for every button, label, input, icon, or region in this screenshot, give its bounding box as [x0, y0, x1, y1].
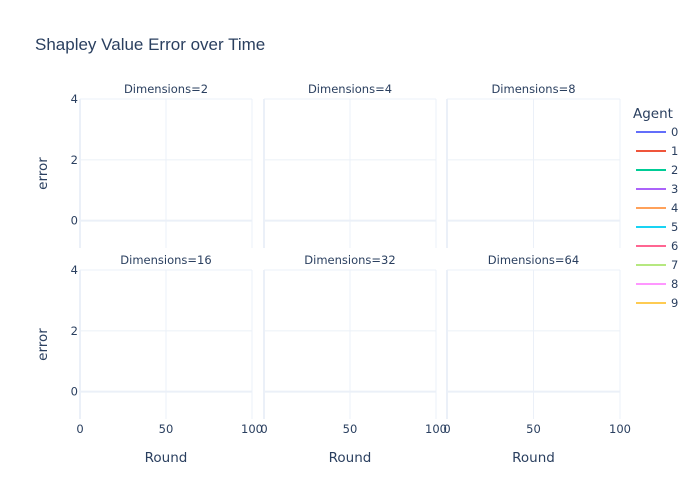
panel-4: Dimensions=32 0 50 100 Round: [260, 253, 447, 466]
y-tick-label: 0: [71, 214, 78, 228]
legend-label: 3: [671, 182, 678, 196]
legend-item-2[interactable]: 2: [636, 163, 678, 177]
legend-label: 5: [671, 220, 678, 234]
chart-title: Shapley Value Error over Time: [35, 35, 265, 54]
panel-title: Dimensions=4: [308, 82, 392, 96]
legend-label: 0: [671, 125, 678, 139]
x-axis-label: Round: [329, 450, 372, 466]
legend-label: 4: [671, 201, 678, 215]
panel-title: Dimensions=64: [488, 253, 579, 267]
x-tick-label: 100: [609, 422, 631, 436]
y-axis-label: error: [35, 157, 51, 190]
y-tick-label: 4: [71, 92, 78, 106]
x-tick-label: 50: [526, 422, 541, 436]
legend-label: 6: [671, 239, 678, 253]
legend-item-6[interactable]: 6: [636, 239, 678, 253]
legend: Agent 0 1 2 3 4 5 6 7 8 9: [633, 106, 678, 310]
legend-item-7[interactable]: 7: [636, 258, 678, 272]
legend-label: 9: [671, 296, 678, 310]
panel-title: Dimensions=2: [124, 82, 208, 96]
x-tick-label: 100: [241, 422, 263, 436]
legend-item-0[interactable]: 0: [636, 125, 678, 139]
legend-items: 0 1 2 3 4 5 6 7 8 9: [636, 125, 678, 310]
panel-title: Dimensions=32: [304, 253, 395, 267]
panel-0: Dimensions=2 0 2 4 error: [35, 82, 253, 248]
legend-item-1[interactable]: 1: [636, 144, 678, 158]
y-tick-label: 2: [71, 153, 78, 167]
x-tick-label: 0: [76, 422, 83, 436]
legend-item-8[interactable]: 8: [636, 277, 678, 291]
legend-item-9[interactable]: 9: [636, 296, 678, 310]
x-tick-label: 0: [260, 422, 267, 436]
panel-title: Dimensions=8: [491, 82, 575, 96]
panel-3: Dimensions=16 0 2 4 error 0 50 100 Round: [35, 253, 263, 466]
panel-2: Dimensions=8: [446, 82, 621, 248]
legend-item-5[interactable]: 5: [636, 220, 678, 234]
legend-label: 7: [671, 258, 678, 272]
panel-1: Dimensions=4: [263, 82, 437, 248]
legend-title: Agent: [633, 106, 673, 122]
x-tick-label: 50: [159, 422, 174, 436]
legend-item-3[interactable]: 3: [636, 182, 678, 196]
x-axis-label: Round: [145, 450, 188, 466]
legend-label: 2: [671, 163, 678, 177]
panels: Dimensions=2 0 2 4 error Dimensions=4 Dimensio…: [35, 82, 631, 466]
x-tick-label: 100: [425, 422, 447, 436]
y-tick-label: 2: [71, 324, 78, 338]
x-tick-label: 50: [343, 422, 358, 436]
x-axis-label: Round: [512, 450, 555, 466]
panel-title: Dimensions=16: [120, 253, 211, 267]
legend-label: 8: [671, 277, 678, 291]
legend-label: 1: [671, 144, 678, 158]
y-tick-label: 0: [71, 385, 78, 399]
x-tick-label: 0: [443, 422, 450, 436]
panel-5: Dimensions=64 0 50 100 Round: [443, 253, 631, 466]
y-tick-label: 4: [71, 263, 78, 277]
legend-item-4[interactable]: 4: [636, 201, 678, 215]
y-axis-label: error: [35, 328, 51, 361]
